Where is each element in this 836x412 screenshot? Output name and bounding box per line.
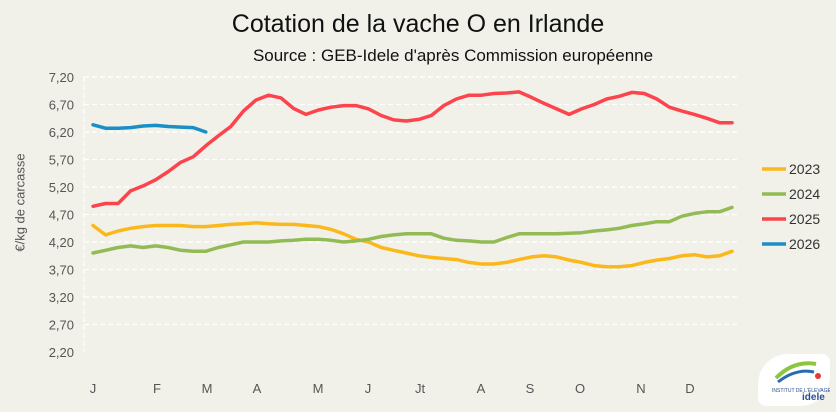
y-tick-label: 5,70 bbox=[49, 153, 74, 168]
series-line-2023 bbox=[91, 221, 734, 269]
x-tick-label: A bbox=[253, 381, 262, 396]
x-tick-label: M bbox=[313, 381, 324, 396]
x-tick-label: F bbox=[153, 381, 161, 396]
y-tick-label: 3,70 bbox=[49, 263, 74, 278]
chart-subtitle: Source : GEB-Idele d'après Commission eu… bbox=[252, 46, 654, 65]
y-tick-label: 4,70 bbox=[49, 208, 74, 223]
chart-title: Cotation de la vache O en Irlande bbox=[231, 10, 605, 38]
x-tick-label: A bbox=[477, 381, 486, 396]
x-tick-label: O bbox=[575, 381, 585, 396]
legend-label-2025: 2025 bbox=[789, 211, 820, 227]
y-tick-label: 2,20 bbox=[49, 345, 74, 360]
y-tick-label: 6,20 bbox=[49, 125, 74, 140]
y-tick-label: 3,20 bbox=[49, 290, 74, 305]
y-tick-label: 6,70 bbox=[49, 98, 74, 113]
series-line-2024 bbox=[91, 205, 734, 255]
idele-logo: INSTITUT DE L'ÉLEVAGE idele bbox=[758, 354, 830, 406]
series-line-2025 bbox=[91, 90, 734, 209]
legend-label-2024: 2024 bbox=[789, 186, 820, 202]
y-tick-label: 4,20 bbox=[49, 235, 74, 250]
logo-graphic: INSTITUT DE L'ÉLEVAGE idele bbox=[772, 361, 830, 403]
x-tick-label: M bbox=[202, 381, 213, 396]
x-tick-label: J bbox=[90, 381, 97, 396]
x-tick-label: Jt bbox=[415, 381, 426, 396]
x-tick-label: D bbox=[685, 381, 694, 396]
svg-text:INSTITUT DE L'ÉLEVAGE: INSTITUT DE L'ÉLEVAGE bbox=[772, 387, 830, 394]
x-tick-label: J bbox=[365, 381, 372, 396]
y-tick-label: 2,70 bbox=[49, 318, 74, 333]
x-tick-label: N bbox=[636, 381, 645, 396]
svg-text:idele: idele bbox=[802, 392, 825, 403]
series-line-2026 bbox=[91, 123, 208, 134]
legend-label-2023: 2023 bbox=[789, 161, 820, 177]
x-tick-label: S bbox=[526, 381, 535, 396]
y-tick-label: 7,20 bbox=[49, 70, 74, 85]
y-tick-label: 5,20 bbox=[49, 180, 74, 195]
legend-label-2026: 2026 bbox=[789, 236, 820, 252]
